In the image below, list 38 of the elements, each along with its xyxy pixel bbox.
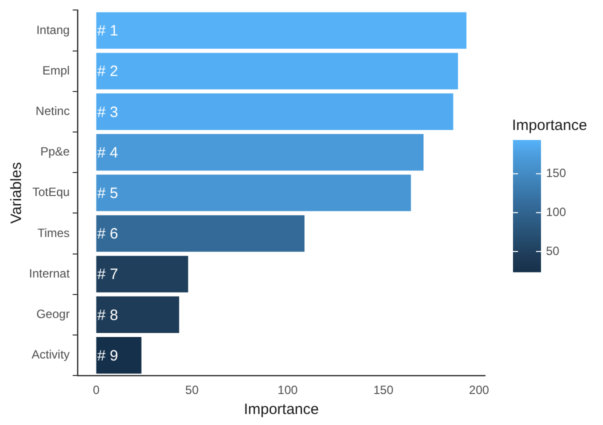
- annotation: # 2: [97, 63, 118, 80]
- bar: [96, 52, 458, 90]
- y-tick-label: Netinc: [36, 104, 70, 118]
- x-tick-label: 100: [278, 383, 298, 398]
- annotation: # 8: [97, 306, 118, 324]
- x-axis-title: Importance: [244, 401, 319, 418]
- annotation: # 1: [97, 22, 118, 40]
- x-tick-label: 200: [469, 383, 490, 398]
- bar: [96, 174, 411, 212]
- y-tick-label: Pp&e: [40, 144, 70, 159]
- annotation: # 3: [97, 104, 118, 121]
- color-bar-label: 150: [546, 166, 566, 180]
- color-bar-label: 100: [546, 204, 566, 219]
- annotation: # 7: [97, 266, 118, 284]
- annotation: # 5: [97, 185, 118, 202]
- bar: [96, 134, 424, 171]
- y-tick-label: Internat: [28, 266, 70, 280]
- y-tick-label: Geogr: [36, 307, 70, 322]
- y-tick-label: TotEqu: [32, 185, 70, 200]
- color-bar-label: 50: [546, 244, 560, 258]
- bar: [96, 215, 305, 252]
- y-tick-label: Activity: [32, 348, 70, 362]
- y-tick-label: Empl: [42, 63, 70, 78]
- bar: [96, 93, 454, 130]
- bar: [96, 256, 188, 292]
- x-tick-label: 50: [185, 383, 199, 398]
- x-tick-label: 0: [92, 383, 100, 398]
- y-axis-title: Variables: [8, 162, 26, 224]
- annotation: # 9: [97, 347, 118, 364]
- y-tick-label: Times: [37, 226, 70, 240]
- bar: [96, 337, 142, 374]
- y-tick-label: Intang: [36, 22, 70, 37]
- bar: [96, 296, 180, 333]
- annotation: # 4: [97, 144, 118, 162]
- bar: [96, 12, 466, 49]
- color-bar-title: Importance: [512, 117, 588, 134]
- annotation: # 6: [97, 226, 118, 243]
- x-tick-label: 150: [373, 383, 394, 398]
